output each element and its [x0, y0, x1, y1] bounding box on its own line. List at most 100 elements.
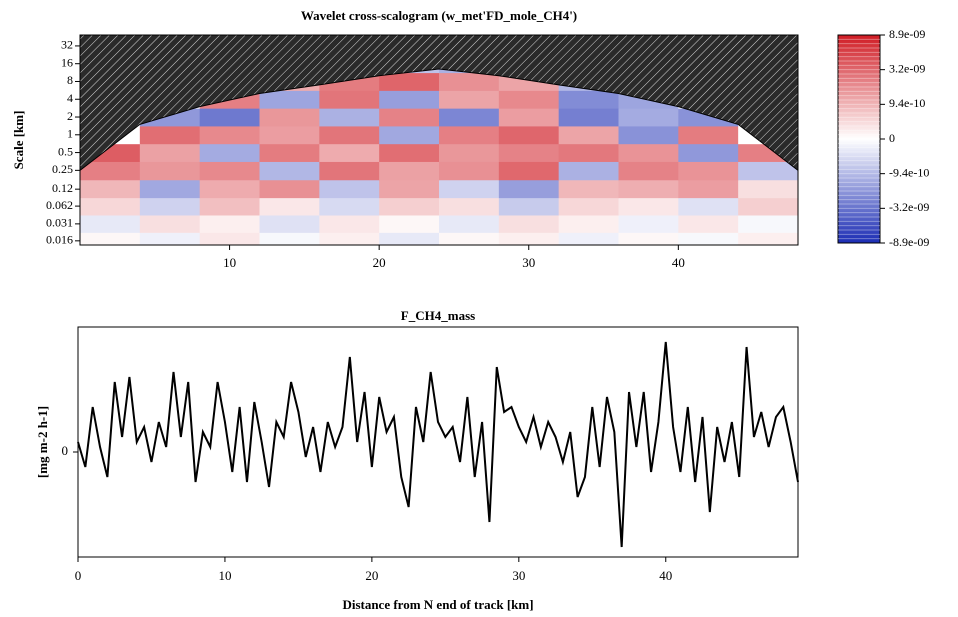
colorbar-tick-label: -3.2e-09: [889, 200, 929, 214]
x-tick-label: 30: [512, 568, 525, 583]
heatmap: [80, 35, 798, 245]
heat-cell: [379, 72, 440, 91]
heat-cell: [498, 197, 560, 216]
heat-cell: [439, 197, 500, 216]
heat-cell: [618, 108, 679, 127]
y-tick-label: 2: [67, 109, 73, 123]
heat-cell: [379, 161, 440, 181]
heat-cell: [558, 161, 619, 181]
heat-cell: [139, 125, 201, 145]
heat-cell: [558, 179, 619, 199]
y-tick-label: 32: [61, 38, 73, 52]
heat-cell: [498, 232, 560, 245]
heat-cell: [80, 197, 141, 216]
x-tick-label: 10: [218, 568, 231, 583]
heat-cell: [678, 232, 739, 245]
heat-cell: [319, 108, 380, 127]
heat-cell: [618, 214, 679, 233]
line: [77, 341, 799, 548]
heat-cell: [199, 214, 260, 233]
heat-cell: [139, 179, 201, 199]
heat-cell: [439, 214, 500, 233]
heat-cell: [678, 197, 739, 216]
colorbar-tick-label: 3.2e-09: [889, 61, 925, 75]
heat-cell: [379, 214, 440, 233]
heat-cell: [80, 179, 141, 199]
heat-cell: [618, 161, 679, 181]
heat-cell: [259, 143, 320, 162]
heat-cell: [139, 232, 201, 245]
heat-cell: [139, 143, 201, 162]
y-tick-label: 4: [67, 91, 73, 105]
heat-cell: [439, 108, 500, 127]
heat-cell: [319, 179, 380, 199]
heat-cell: [199, 108, 260, 127]
heat-cell: [738, 232, 798, 245]
colorbar-tick-label: 9.4e-10: [889, 96, 925, 110]
y-tick-label: 0.016: [46, 233, 73, 247]
y-tick-label: 0.062: [46, 198, 73, 212]
heat-cell: [439, 143, 500, 162]
heat-cell: [439, 161, 500, 181]
y-tick-label: 8: [67, 73, 73, 87]
heat-cell: [738, 161, 798, 181]
heat-cell: [738, 179, 798, 199]
heat-cell: [498, 125, 560, 145]
colorbar-tick-label: -8.9e-09: [889, 235, 929, 249]
heat-cell: [439, 125, 500, 145]
heat-cell: [558, 197, 619, 216]
heat-cell: [618, 179, 679, 199]
heat-cell: [678, 161, 739, 181]
heat-cell: [319, 232, 380, 245]
plot-frame: [77, 326, 799, 558]
heat-cell: [199, 143, 260, 162]
y-tick-label: 0.12: [52, 181, 73, 195]
heat-cell: [498, 90, 560, 109]
colorbar-tick-label: 0: [889, 131, 895, 145]
chart-title: F_CH4_mass: [401, 308, 475, 323]
heat-cell: [259, 214, 320, 233]
heat-cell: [319, 125, 380, 145]
heat-cell: [379, 108, 440, 127]
plot-frame: [79, 34, 799, 246]
heat-cell: [259, 197, 320, 216]
heat-cell: [259, 179, 320, 199]
heat-cell: [139, 161, 201, 181]
heat-cell: [439, 72, 500, 91]
x-tick-label: 10: [223, 255, 236, 270]
heat-cell: [319, 197, 380, 216]
heat-cell: [678, 143, 739, 162]
x-tick-label: 40: [659, 568, 672, 583]
y-axis-label: [mg m-2 h-1]: [35, 406, 50, 478]
colorbar-tick-label: -9.4e-10: [889, 165, 929, 179]
heat-cell: [379, 232, 440, 245]
heat-cell: [259, 232, 320, 245]
heat-cell: [199, 232, 260, 245]
heat-cell: [618, 232, 679, 245]
heat-cell: [498, 179, 560, 199]
heat-cell: [199, 161, 260, 181]
heat-cell: [498, 108, 560, 127]
heat-cell: [738, 214, 798, 233]
y-tick-label: 0.25: [52, 162, 73, 176]
heat-cell: [80, 232, 141, 245]
heat-cell: [139, 214, 201, 233]
heat-cell: [379, 143, 440, 162]
heat-cell: [379, 179, 440, 199]
heat-cell: [678, 125, 739, 145]
x-tick-label: 30: [522, 255, 535, 270]
heat-cell: [558, 108, 619, 127]
heat-cell: [319, 90, 380, 109]
heat-cell: [379, 197, 440, 216]
heat-cell: [259, 108, 320, 127]
heat-cell: [498, 161, 560, 181]
heat-cell: [678, 179, 739, 199]
chart-title: Wavelet cross-scalogram (w_met'FD_mole_C…: [301, 8, 577, 23]
heat-cell: [319, 143, 380, 162]
heat-cell: [259, 90, 320, 109]
cone-of-influence: [80, 35, 798, 171]
x-tick-label: 20: [373, 255, 386, 270]
heat-cell: [199, 179, 260, 199]
heat-cell: [618, 143, 679, 162]
